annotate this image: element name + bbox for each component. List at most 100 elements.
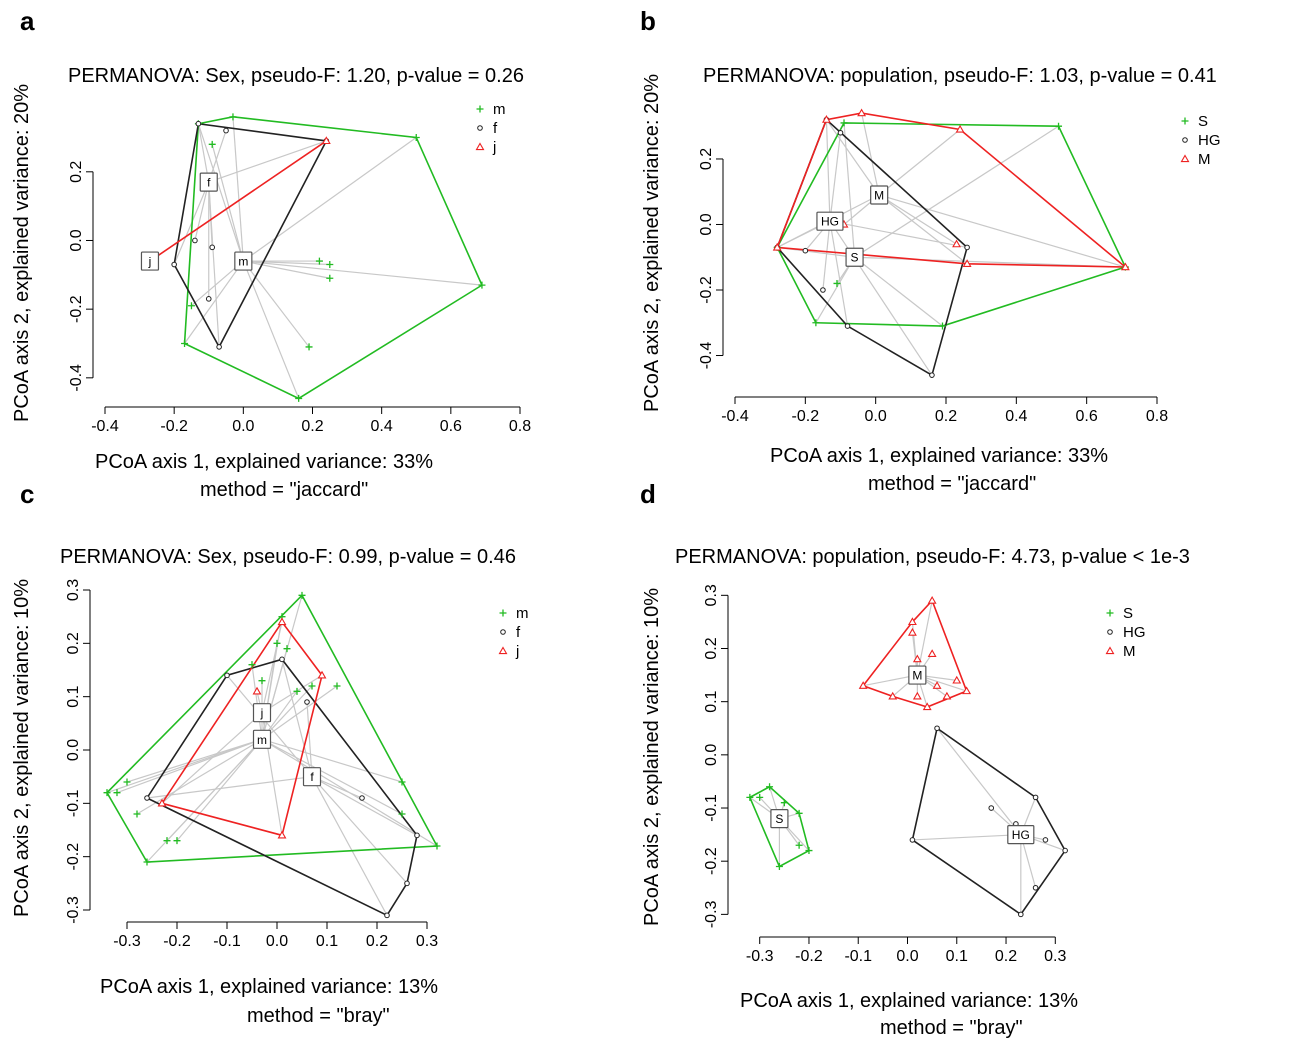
point-plus <box>1181 117 1189 125</box>
x-tick-label: 0.1 <box>316 933 338 950</box>
point-plus <box>123 778 131 786</box>
centroid-label-S: S <box>775 812 783 826</box>
centroid-box-M <box>870 185 889 205</box>
point-circle <box>216 344 222 350</box>
x-tick-label: 0.1 <box>946 948 968 965</box>
spoke-HG <box>829 220 968 249</box>
point-circle <box>1107 629 1113 635</box>
point-triangle <box>772 242 782 251</box>
spoke-M <box>825 119 880 196</box>
x-tick-label: 0.6 <box>1076 408 1098 425</box>
panel-a: a PERMANOVA: Sex, pseudo-F: 1.20, p-value… <box>11 6 531 501</box>
spoke-m <box>242 260 310 348</box>
point-triangle <box>277 617 287 626</box>
point-plus <box>412 133 420 141</box>
point-plus <box>840 119 848 127</box>
y-tick-label: -0.4 <box>698 342 715 370</box>
spoke-m <box>211 144 244 262</box>
point-triangle <box>321 136 331 145</box>
point-circle <box>279 656 285 663</box>
point-circle <box>304 699 310 705</box>
point-triangle <box>1105 646 1115 655</box>
point-plus <box>181 339 189 347</box>
point-plus <box>187 302 195 310</box>
point-plus <box>273 639 281 647</box>
spoke-m <box>261 738 403 815</box>
point-plus <box>298 591 306 599</box>
point-triangle <box>927 649 937 657</box>
spoke-HG <box>829 132 842 222</box>
x-tick-label: 0.8 <box>509 418 531 435</box>
point-triangle <box>858 681 868 689</box>
point-plus <box>229 113 237 121</box>
x-tick-label: 0.6 <box>440 418 462 435</box>
y-tick-label: 0.3 <box>703 584 720 606</box>
x-tick-label: 0.2 <box>995 948 1017 965</box>
point-circle <box>909 837 916 843</box>
panel-letter: b <box>640 6 656 36</box>
point-triangle <box>907 627 917 636</box>
legend-label-M: M <box>1198 151 1211 168</box>
x-tick-label: -0.1 <box>844 948 872 965</box>
x-tick-label: -0.2 <box>795 948 823 965</box>
spoke-HG <box>936 727 1022 835</box>
x-tick-label: 0.2 <box>935 408 957 425</box>
point-triangle <box>1120 262 1130 271</box>
spoke-f <box>194 181 210 241</box>
centroid-box-j <box>140 251 160 271</box>
point-plus <box>283 645 291 653</box>
point-circle <box>820 287 826 293</box>
spoke-M <box>878 194 957 245</box>
spoke-HG <box>912 834 1021 841</box>
centroid-label-m: m <box>238 255 248 269</box>
point-triangle <box>952 239 961 248</box>
point-circle <box>1182 137 1188 143</box>
point-circle <box>223 127 229 134</box>
point-circle <box>359 795 365 801</box>
spoke-m <box>261 685 338 740</box>
point-plus <box>398 810 406 818</box>
x-tick-label: -0.4 <box>91 418 119 435</box>
y-axis-label: PCoA axis 2, explained variance: 20% <box>11 84 33 422</box>
point-circle <box>802 247 809 254</box>
point-plus <box>812 319 820 327</box>
hull-j <box>160 620 323 837</box>
point-plus <box>398 778 406 786</box>
point-plus <box>308 682 316 690</box>
x-tick-label: 0.8 <box>1146 408 1168 425</box>
legend-label-HG: HG <box>1123 624 1146 641</box>
point-plus <box>766 783 774 791</box>
method-label: method = "jaccard" <box>200 479 368 501</box>
point-plus <box>163 837 171 845</box>
x-tick-label: 0.4 <box>1005 408 1027 425</box>
legend-label-M: M <box>1123 643 1136 660</box>
spoke-m <box>197 123 244 262</box>
spoke-S <box>854 256 943 327</box>
spoke-f <box>311 776 418 836</box>
point-plus <box>938 322 946 330</box>
point-circle <box>934 725 940 732</box>
x-tick-label: -0.1 <box>213 933 241 950</box>
point-triangle <box>252 686 262 695</box>
spoke-HG <box>829 221 849 327</box>
legend-label-m: m <box>493 101 506 118</box>
hull-m <box>183 116 483 400</box>
point-circle <box>205 296 212 302</box>
spoke-f <box>146 776 313 799</box>
legend-label-j: j <box>492 139 496 156</box>
y-tick-label: -0.1 <box>65 789 82 817</box>
panel-letter: c <box>20 479 34 509</box>
panel-letter: d <box>640 479 656 509</box>
point-plus <box>833 279 841 287</box>
centroid-box-HG <box>816 211 844 231</box>
point-plus <box>315 257 323 265</box>
y-tick-label: -0.2 <box>698 276 715 304</box>
centroid-box-f <box>199 172 218 192</box>
panel-letter: a <box>20 6 35 36</box>
point-triangle <box>942 691 952 700</box>
point-triangle <box>317 670 327 679</box>
spoke-m <box>126 738 263 783</box>
x-axis-label: PCoA axis 1, explained variance: 13% <box>100 976 438 998</box>
spoke-M <box>878 129 961 196</box>
point-triangle <box>912 691 922 700</box>
